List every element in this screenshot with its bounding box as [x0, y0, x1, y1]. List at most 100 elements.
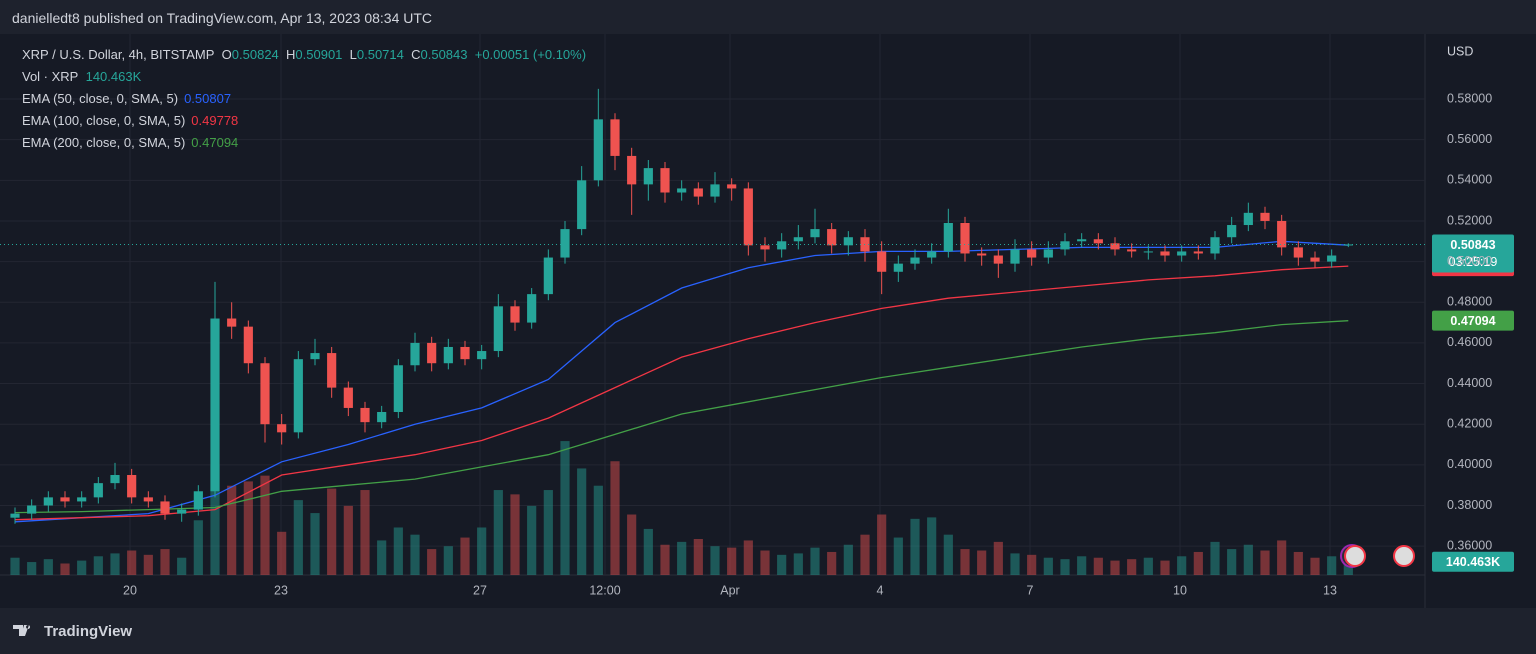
candle-body	[793, 237, 803, 242]
volume-bar	[627, 514, 637, 575]
volume-bar	[643, 528, 653, 575]
volume-bar	[677, 541, 687, 575]
volume-bar	[1093, 557, 1103, 575]
volume-value: 140.463K	[85, 69, 142, 84]
volume-bar	[210, 465, 220, 575]
candle-body	[360, 407, 370, 423]
y-tick-label: 0.54000	[1447, 173, 1492, 187]
candles	[10, 88, 1353, 524]
volume-bar	[193, 520, 203, 575]
volume-bar	[1160, 560, 1170, 575]
candle-body	[560, 229, 570, 258]
candle-body	[1027, 249, 1037, 258]
y-tick-label: 0.40000	[1447, 457, 1492, 471]
volume-bar	[1243, 544, 1253, 575]
volume-bar	[1227, 549, 1237, 575]
candle-body	[1243, 212, 1253, 226]
legend-row: EMA (100, close, 0, SMA, 5) 0.49778	[22, 110, 586, 132]
candle-body	[1010, 249, 1020, 264]
candle-body	[77, 497, 87, 502]
candle-body	[43, 497, 53, 506]
ema-name: EMA (50, close, 0, SMA, 5)	[22, 91, 179, 106]
candle-body	[260, 363, 270, 425]
volume-bar	[277, 531, 287, 575]
event-icon[interactable]	[1344, 545, 1366, 567]
grid	[0, 34, 1425, 575]
candle-body	[93, 483, 103, 498]
volume-bar	[77, 560, 87, 575]
candle-body	[143, 497, 153, 502]
candle-body	[377, 412, 387, 423]
candle-body	[227, 318, 237, 327]
publish-header: danielledt8 published on TradingView.com…	[12, 10, 433, 26]
candle-body	[777, 241, 787, 250]
ema-name: EMA (100, close, 0, SMA, 5)	[22, 113, 186, 128]
candle-body	[760, 245, 770, 250]
ohlc-value: 0.50824	[231, 47, 279, 62]
volume-bar	[410, 534, 420, 575]
candle-body	[1127, 249, 1137, 252]
volume-bar	[993, 541, 1003, 575]
volume-bar	[1143, 557, 1153, 575]
volume-bar	[1127, 559, 1137, 575]
candle-body	[627, 155, 637, 185]
tradingview-logo	[13, 625, 31, 636]
volume-name: Vol · XRP	[22, 69, 79, 84]
volume-bar	[560, 441, 570, 575]
candle-body	[127, 475, 137, 498]
candle-body	[477, 351, 487, 360]
candle-body	[810, 229, 820, 238]
candle-body	[393, 365, 403, 413]
candle-body	[1043, 249, 1053, 258]
volume-bar	[427, 549, 437, 575]
candle-body	[60, 497, 70, 502]
ema-line	[14, 265, 1349, 521]
y-tick-label: 0.38000	[1447, 498, 1492, 512]
candle-body	[927, 251, 937, 258]
volume-bar	[1310, 557, 1320, 575]
price-axis-unit: USD	[1447, 44, 1473, 58]
volume-bar	[443, 546, 453, 575]
y-tick-label: 0.52000	[1447, 213, 1492, 227]
candle-body	[893, 263, 903, 272]
event-icon[interactable]	[1393, 545, 1415, 567]
volume-bar	[243, 481, 253, 575]
price-label: 0.50843	[1450, 238, 1495, 252]
volume-bar	[293, 500, 303, 575]
y-tick-label: 0.56000	[1447, 132, 1492, 146]
ohlc-key: H	[286, 47, 296, 62]
volume-bar	[877, 514, 887, 575]
volume-bar	[477, 527, 487, 575]
candle-body	[110, 475, 120, 484]
volume-bar	[610, 461, 620, 575]
candle-body	[660, 168, 670, 193]
candle-body	[593, 119, 603, 181]
candle-body	[877, 251, 887, 272]
candle-body	[1310, 257, 1320, 262]
ema-value: 0.47094	[191, 135, 239, 150]
volume-bar	[760, 550, 770, 575]
volume-bar	[693, 539, 703, 575]
volume-bar	[327, 488, 337, 575]
candle-body	[243, 326, 253, 364]
symbol-title: XRP / U.S. Dollar, 4h, BITSTAMP	[22, 47, 215, 62]
volume-bar	[810, 547, 820, 575]
candle-body	[293, 359, 303, 433]
price-label: 0.47094	[1450, 314, 1495, 328]
volume-bar	[27, 562, 37, 575]
price-labels: 0.508070.497780.470940.5084303:25:19140.…	[0, 234, 1514, 572]
volume-bar	[10, 557, 20, 575]
candle-body	[677, 188, 687, 193]
candle-body	[1143, 251, 1153, 253]
volume-bar	[493, 490, 503, 575]
volume-bar	[543, 490, 553, 575]
candle-body	[1260, 212, 1270, 221]
y-tick-label: 0.48000	[1447, 295, 1492, 309]
volume-bar	[377, 540, 387, 575]
candle-body	[1210, 237, 1220, 254]
candle-body	[343, 387, 353, 408]
candle-body	[1227, 225, 1237, 238]
ema-name: EMA (200, close, 0, SMA, 5)	[22, 135, 186, 150]
price-label-box	[1432, 234, 1514, 273]
